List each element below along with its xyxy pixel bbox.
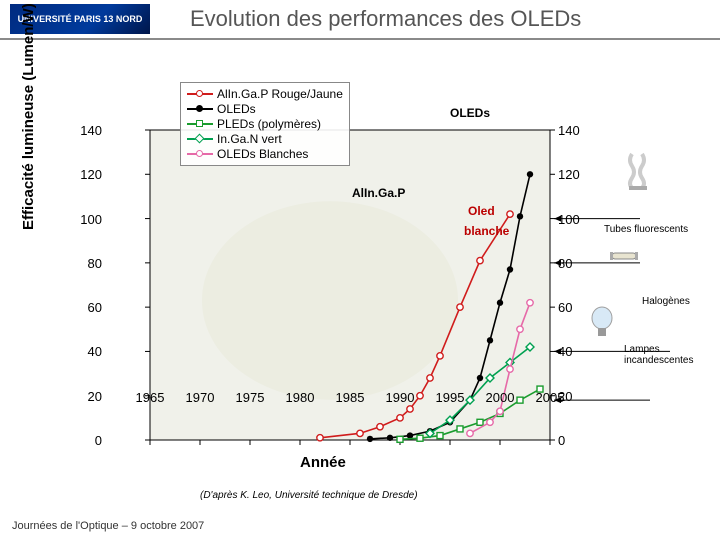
chart-container: [40, 60, 680, 420]
y-tick: 80: [74, 256, 102, 271]
lamp-type-label: Tubes fluorescents: [604, 224, 688, 235]
y-tick-right: 0: [558, 433, 588, 448]
x-tick: 1975: [230, 390, 270, 405]
y-tick: 140: [74, 123, 102, 138]
y-tick: 60: [74, 300, 102, 315]
incandescent-icon: [590, 306, 614, 338]
y-tick: 100: [74, 212, 102, 227]
legend-item: AlIn.Ga.P Rouge/Jaune: [187, 87, 343, 101]
y-tick: 120: [74, 167, 102, 182]
x-tick: 1970: [180, 390, 220, 405]
chart-annotation: blanche: [464, 224, 509, 238]
legend-item: PLEDs (polymères): [187, 117, 343, 131]
chart-annotation: AlIn.Ga.P: [352, 186, 405, 200]
x-axis-label: Année: [300, 454, 346, 471]
fluorescent-icon: [626, 150, 656, 190]
header: UNIVERSITÉ PARIS 13 NORD Evolution des p…: [0, 0, 720, 40]
legend-item: In.Ga.N vert: [187, 132, 343, 146]
y-tick: 40: [74, 344, 102, 359]
lamp-type-label: Lampes incandescentes: [624, 344, 720, 366]
legend-item: OLEDs Blanches: [187, 147, 343, 161]
y-tick-right: 140: [558, 123, 588, 138]
lamp-type-label: Halogènes: [642, 296, 690, 307]
x-tick: 2005: [530, 390, 570, 405]
y-tick: 20: [74, 389, 102, 404]
y-tick-right: 40: [558, 344, 588, 359]
x-tick: 2000: [480, 390, 520, 405]
x-tick: 1985: [330, 390, 370, 405]
page-title: Evolution des performances des OLEDs: [190, 6, 581, 32]
x-tick: 1990: [380, 390, 420, 405]
chart-annotation: Oled: [468, 204, 495, 218]
y-tick-right: 60: [558, 300, 588, 315]
y-tick-right: 80: [558, 256, 588, 271]
y-tick-right: 100: [558, 212, 588, 227]
halogen-icon: [610, 246, 638, 266]
x-tick: 1995: [430, 390, 470, 405]
y-tick-right: 120: [558, 167, 588, 182]
x-tick: 1965: [130, 390, 170, 405]
legend-item: OLEDs: [187, 102, 343, 116]
footer-text: Journées de l'Optique – 9 octobre 2007: [12, 520, 204, 532]
source-note: (D'après K. Leo, Université technique de…: [200, 490, 418, 501]
chart-annotation: OLEDs: [450, 106, 490, 120]
x-tick: 1980: [280, 390, 320, 405]
chart-legend: AlIn.Ga.P Rouge/JauneOLEDsPLEDs (polymèr…: [180, 82, 350, 166]
y-tick: 0: [74, 433, 102, 448]
y-axis-label: Efficacité lumineuse (Lumen/W): [20, 3, 37, 230]
